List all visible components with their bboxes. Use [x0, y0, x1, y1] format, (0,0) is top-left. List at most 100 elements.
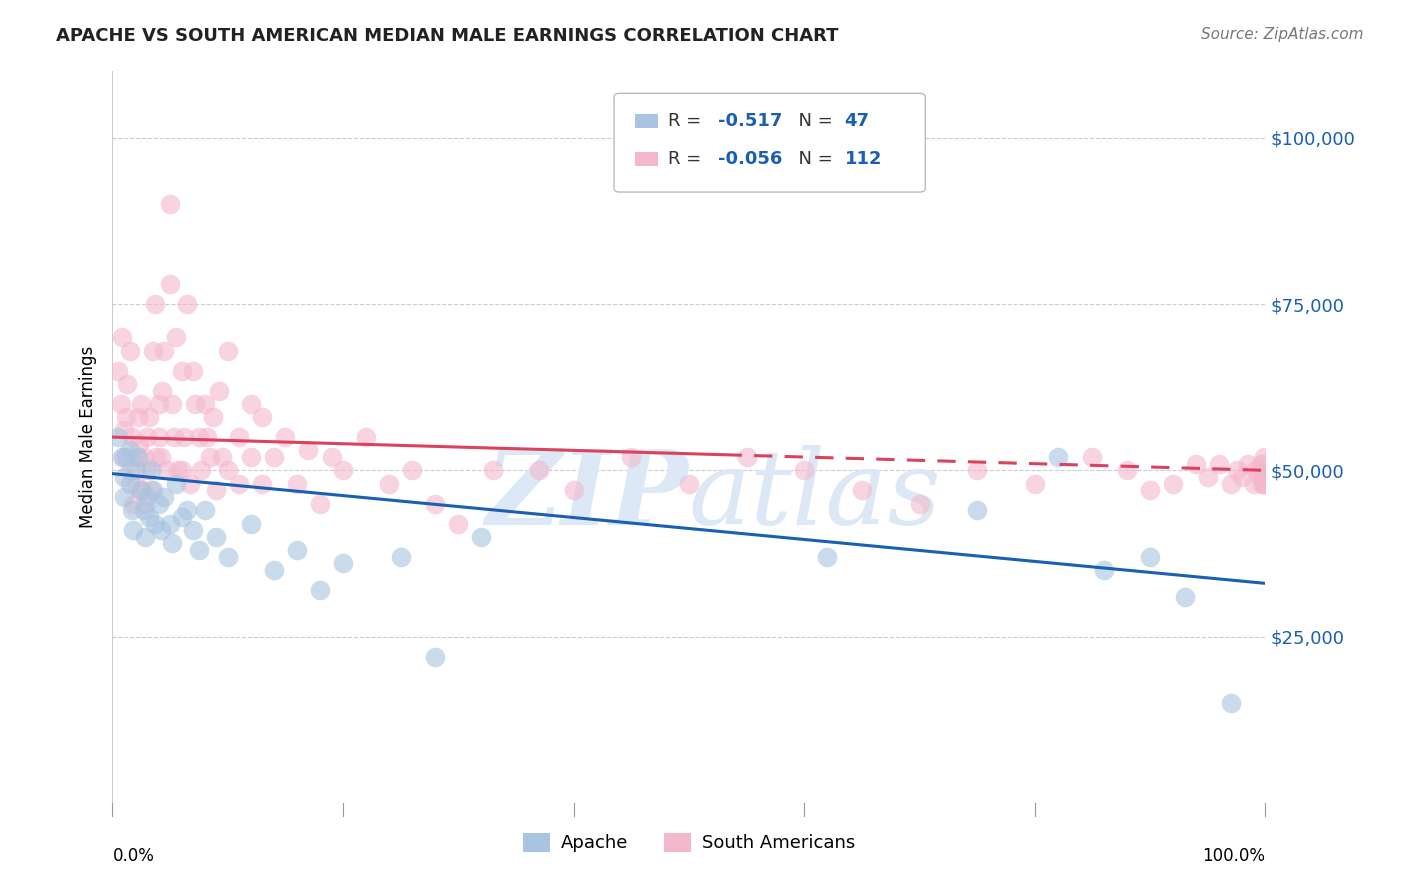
Point [148, 430, 170, 444]
Point [1253, 476, 1275, 491]
Point [205, 483, 228, 498]
Point [217, 343, 239, 358]
Point [138, 410, 160, 425]
Point [176, 503, 198, 517]
Text: -0.056: -0.056 [718, 150, 782, 168]
Point [401, 463, 423, 477]
Point [851, 483, 873, 498]
Point [1024, 476, 1046, 491]
Point [309, 582, 332, 597]
Point [1237, 457, 1260, 471]
Point [274, 430, 297, 444]
Point [111, 330, 134, 344]
Point [111, 450, 134, 464]
Point [129, 483, 153, 498]
Legend: Apache, South Americans: Apache, South Americans [516, 826, 862, 860]
Point [148, 497, 170, 511]
Text: Source: ZipAtlas.com: Source: ZipAtlas.com [1201, 27, 1364, 42]
Point [482, 463, 505, 477]
Point [118, 443, 141, 458]
Point [179, 476, 201, 491]
Point [129, 483, 153, 498]
Point [321, 450, 343, 464]
Point [132, 450, 155, 464]
Point [181, 523, 204, 537]
Point [112, 450, 135, 464]
Point [447, 516, 470, 531]
Point [1253, 470, 1275, 484]
Text: atlas: atlas [689, 445, 942, 546]
Text: 47: 47 [845, 112, 869, 130]
Point [165, 330, 187, 344]
Point [1253, 470, 1275, 484]
Point [150, 384, 173, 398]
Point [129, 397, 153, 411]
Point [1243, 476, 1265, 491]
Point [195, 430, 218, 444]
Point [966, 463, 988, 477]
Point [194, 503, 217, 517]
Text: R =: R = [668, 112, 707, 130]
Point [297, 443, 319, 458]
Point [678, 476, 700, 491]
Point [170, 463, 193, 477]
Point [425, 497, 447, 511]
Point [200, 450, 222, 464]
Point [181, 363, 204, 377]
Point [136, 430, 159, 444]
Point [190, 463, 212, 477]
Point [1185, 457, 1208, 471]
Point [149, 523, 172, 537]
Point [117, 376, 139, 391]
Point [1253, 463, 1275, 477]
Point [1139, 549, 1161, 564]
Point [159, 516, 181, 531]
Point [142, 343, 165, 358]
Point [562, 483, 585, 498]
Point [112, 470, 135, 484]
Point [136, 463, 159, 477]
Point [121, 503, 143, 517]
Point [217, 463, 239, 477]
Point [389, 549, 412, 564]
Point [139, 483, 162, 498]
Text: APACHE VS SOUTH AMERICAN MEDIAN MALE EARNINGS CORRELATION CHART: APACHE VS SOUTH AMERICAN MEDIAN MALE EAR… [56, 27, 839, 45]
Point [332, 463, 354, 477]
Point [378, 476, 401, 491]
Point [1046, 450, 1069, 464]
Point [148, 397, 170, 411]
Point [470, 530, 492, 544]
Point [908, 497, 931, 511]
Point [110, 397, 132, 411]
Point [112, 424, 135, 438]
Point [217, 549, 239, 564]
Point [170, 509, 193, 524]
Point [1161, 476, 1184, 491]
Point [966, 503, 988, 517]
Point [1219, 696, 1241, 710]
Point [162, 397, 184, 411]
Point [1253, 450, 1275, 464]
Point [1174, 590, 1197, 604]
Point [527, 463, 550, 477]
Point [1232, 470, 1254, 484]
Point [138, 509, 160, 524]
Point [107, 363, 129, 377]
Point [142, 483, 165, 498]
Point [205, 530, 228, 544]
Point [107, 430, 129, 444]
Point [118, 343, 141, 358]
Point [201, 410, 224, 425]
Point [228, 476, 250, 491]
Text: 112: 112 [845, 150, 882, 168]
Point [735, 450, 758, 464]
Point [1081, 450, 1104, 464]
Point [194, 397, 217, 411]
Point [122, 523, 145, 537]
Point [285, 543, 308, 558]
Text: 0.0%: 0.0% [112, 847, 155, 864]
Point [170, 363, 193, 377]
Point [815, 549, 838, 564]
Point [1253, 470, 1275, 484]
Point [112, 490, 135, 504]
